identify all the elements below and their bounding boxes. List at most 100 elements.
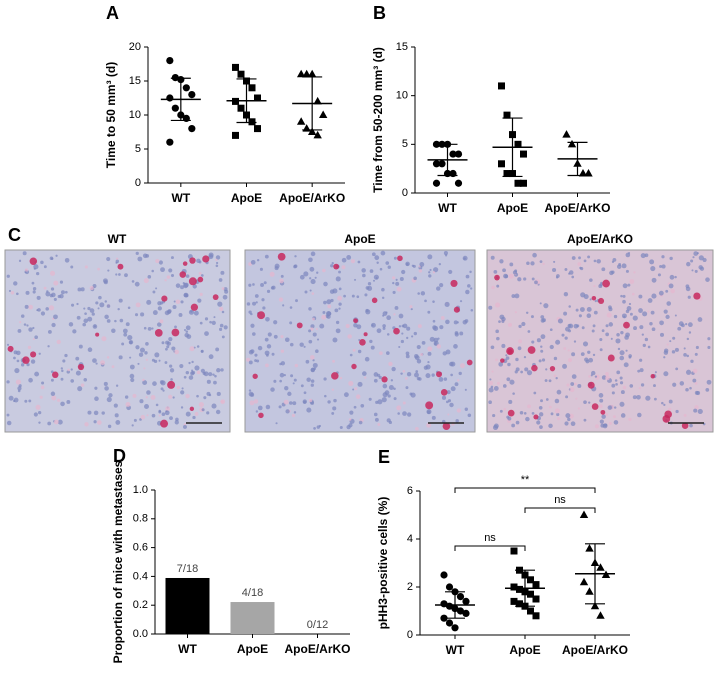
cell	[14, 367, 20, 374]
value-label: 4/18	[242, 587, 263, 599]
cell	[315, 349, 319, 354]
cell	[43, 265, 47, 269]
cell	[101, 411, 105, 415]
stained-cell	[425, 401, 434, 410]
cell	[629, 384, 634, 388]
cell	[623, 362, 629, 368]
cell	[37, 308, 41, 312]
cell	[33, 412, 38, 417]
cell	[369, 339, 373, 344]
cell	[252, 283, 255, 286]
stained-cell	[393, 327, 400, 335]
cell	[270, 387, 275, 392]
cell	[338, 270, 341, 274]
cell	[98, 295, 102, 300]
cell	[314, 276, 317, 279]
cell	[121, 342, 125, 346]
cell	[53, 314, 58, 320]
cell	[348, 418, 352, 421]
cell	[670, 288, 675, 294]
point	[516, 585, 523, 593]
stained-cell	[600, 409, 606, 415]
cell	[303, 271, 309, 277]
cell	[104, 314, 109, 320]
cell	[215, 261, 219, 265]
cell	[488, 400, 492, 405]
stained-cell	[507, 409, 515, 417]
cell	[706, 379, 712, 385]
point	[516, 600, 523, 608]
cell	[628, 417, 632, 422]
cell	[346, 425, 351, 430]
stained-cell	[453, 306, 460, 313]
cell	[381, 397, 387, 403]
cell	[563, 347, 567, 350]
cell	[39, 395, 43, 399]
cell	[198, 402, 204, 408]
cell	[278, 297, 284, 302]
cell	[406, 326, 411, 331]
cell	[145, 342, 149, 346]
cell	[208, 354, 214, 360]
cell	[131, 424, 134, 427]
cell	[453, 320, 458, 325]
cell	[368, 397, 372, 401]
cell	[208, 372, 213, 377]
cell	[273, 379, 277, 383]
cell	[6, 413, 10, 417]
point	[527, 590, 534, 598]
cell	[541, 358, 546, 362]
cell	[599, 419, 604, 424]
cell	[103, 381, 108, 387]
cell	[180, 406, 184, 409]
cell	[89, 285, 94, 291]
cell	[567, 417, 571, 422]
cell	[496, 336, 500, 341]
cell	[34, 371, 40, 377]
cell	[64, 257, 70, 263]
cell	[599, 398, 604, 403]
cell	[511, 294, 516, 298]
cell	[115, 419, 121, 425]
cell	[53, 280, 59, 286]
cell	[694, 269, 698, 273]
cell	[427, 351, 432, 356]
cell	[327, 304, 332, 309]
cell	[687, 322, 693, 328]
cell	[509, 379, 515, 385]
cell	[416, 344, 421, 350]
cell	[64, 290, 68, 294]
cell	[421, 340, 426, 345]
cell	[531, 340, 535, 344]
cell	[526, 370, 533, 376]
cell	[218, 278, 223, 282]
cell	[312, 359, 315, 362]
cell	[82, 322, 87, 327]
cell	[209, 320, 212, 324]
point	[498, 82, 505, 90]
cell	[698, 265, 703, 270]
cell	[582, 341, 589, 347]
cell	[144, 404, 149, 409]
cell	[428, 271, 431, 274]
cell	[308, 307, 312, 311]
point	[254, 125, 261, 133]
cell	[318, 424, 322, 428]
cell	[637, 412, 642, 418]
cell	[501, 343, 506, 348]
cell	[147, 327, 152, 331]
cell	[458, 371, 462, 376]
cell	[632, 395, 637, 400]
stained-cell	[591, 295, 597, 301]
cell	[246, 302, 251, 306]
cell	[668, 283, 674, 289]
cell	[608, 307, 613, 312]
cell	[140, 414, 146, 420]
stained-cell	[371, 297, 378, 304]
cell	[333, 398, 337, 403]
cell	[279, 278, 284, 284]
cell	[688, 331, 692, 334]
cell	[563, 292, 569, 297]
cell	[578, 314, 582, 318]
cell	[332, 288, 338, 294]
